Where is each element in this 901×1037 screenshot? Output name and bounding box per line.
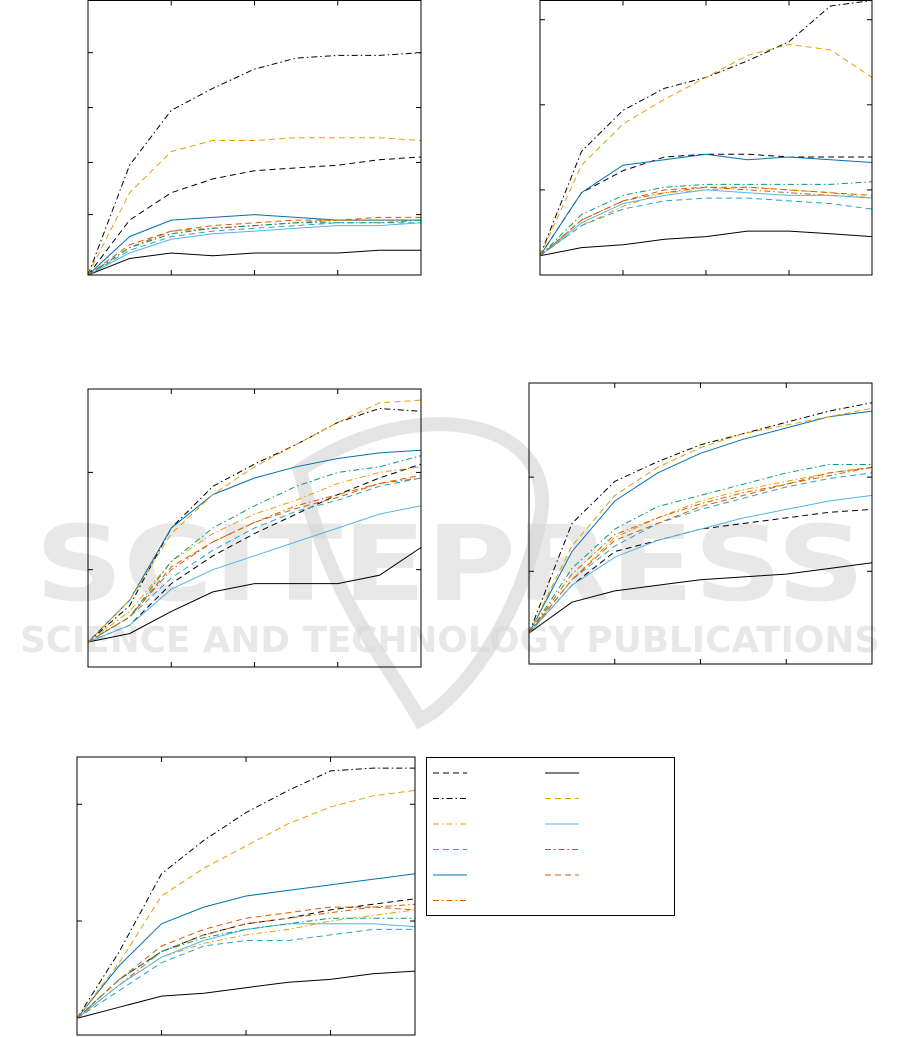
plot-frame: [528, 382, 873, 665]
plot-frame: [87, 0, 422, 276]
chart: [76, 756, 416, 1036]
series-line: [76, 873, 416, 1019]
plot-frame: [539, 0, 873, 276]
watermark: SCITEPRESS SCIENCE AND TECHNOLOGY PUBLIC…: [20, 417, 880, 730]
watermark-subtitle: SCIENCE AND TECHNOLOGY PUBLICATIONS: [20, 620, 880, 661]
series-line: [87, 137, 422, 276]
series-line: [539, 230, 873, 257]
plot-frame: [76, 756, 416, 1036]
series-line: [87, 449, 422, 643]
series-line: [76, 909, 416, 1019]
plot-frame: [87, 388, 422, 668]
chart: [539, 0, 873, 276]
series-line: [76, 906, 416, 1019]
series-line: [87, 466, 422, 643]
series-line: [539, 186, 873, 257]
series-line: [87, 156, 422, 276]
series-line: [528, 562, 873, 634]
series-line: [87, 222, 421, 276]
series-line: [87, 474, 422, 643]
watermark-swoosh: [292, 417, 549, 730]
series-line: [539, 189, 873, 257]
series-line: [539, 186, 873, 257]
series-line: [528, 494, 873, 634]
series-line: [539, 43, 873, 257]
series-line: [87, 399, 422, 643]
series-line: [87, 216, 421, 276]
series-line: [76, 923, 416, 1019]
series-line: [76, 903, 416, 1019]
series-line: [539, 181, 873, 257]
series-line: [528, 410, 873, 634]
series-line: [87, 219, 422, 276]
series-line: [76, 898, 416, 1019]
series-line: [87, 222, 422, 276]
series-line: [528, 466, 873, 634]
series-line: [76, 767, 415, 1019]
series-line: [87, 547, 422, 643]
series-line: [76, 928, 415, 1019]
chart: [528, 382, 873, 665]
series-line: [539, 197, 873, 257]
series-line: [528, 508, 873, 634]
series-line: [87, 52, 422, 276]
series-line: [539, 186, 873, 257]
series-line: [87, 477, 422, 643]
series-line: [528, 472, 873, 634]
series-line: [539, 153, 872, 257]
series-line: [528, 464, 872, 634]
series-line: [76, 970, 416, 1019]
series-line: [528, 402, 873, 634]
watermark-title: SCITEPRESS: [35, 503, 865, 625]
chart: [87, 388, 422, 668]
series-line: [87, 407, 422, 643]
series-line: [87, 477, 422, 643]
legend-box: [426, 757, 675, 916]
series-line: [539, 0, 873, 256]
series-line: [528, 466, 873, 634]
series-line: [87, 463, 422, 643]
series-line: [87, 249, 421, 276]
chart: [87, 0, 422, 276]
series-line: [76, 917, 415, 1019]
series-line: [76, 789, 416, 1019]
series-line: [528, 407, 873, 634]
series-line: [87, 505, 422, 643]
series-line: [539, 153, 873, 257]
series-line: [87, 455, 422, 643]
